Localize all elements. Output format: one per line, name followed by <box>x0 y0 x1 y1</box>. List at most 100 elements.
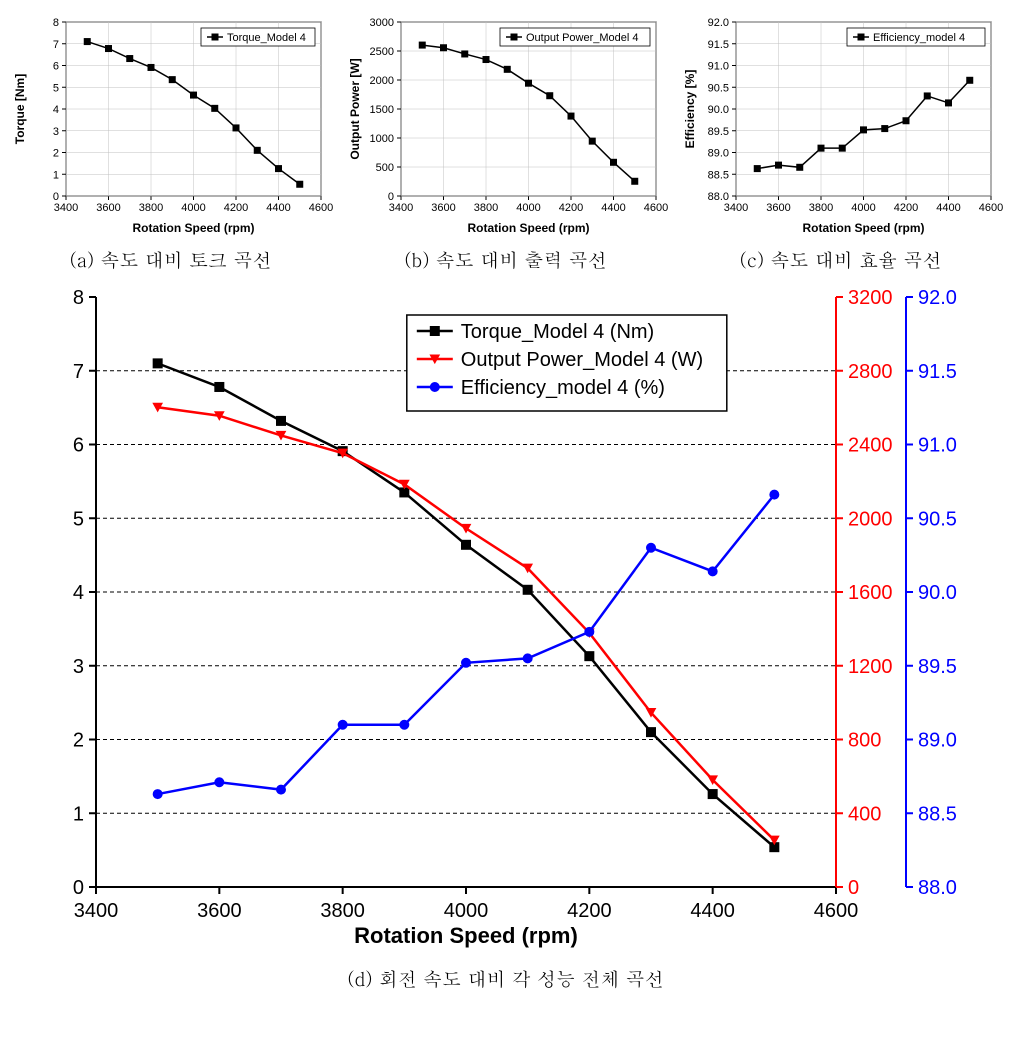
svg-text:3600: 3600 <box>96 202 120 214</box>
svg-text:4000: 4000 <box>516 202 540 214</box>
svg-text:2800: 2800 <box>848 361 893 383</box>
svg-text:90.5: 90.5 <box>708 82 729 94</box>
svg-text:4200: 4200 <box>224 202 248 214</box>
caption-d: (d) 회전 속도 대비 각 성능 전체 곡선 <box>26 965 986 992</box>
svg-text:400: 400 <box>848 803 881 825</box>
svg-text:Output Power [W]: Output Power [W] <box>348 58 362 159</box>
svg-text:2500: 2500 <box>370 46 394 58</box>
svg-text:Torque_Model 4 (Nm): Torque_Model 4 (Nm) <box>460 321 653 343</box>
svg-text:Rotation Speed (rpm): Rotation Speed (rpm) <box>468 221 590 235</box>
svg-text:88.5: 88.5 <box>918 803 957 825</box>
svg-text:89.5: 89.5 <box>708 126 729 138</box>
svg-text:6: 6 <box>53 61 59 73</box>
svg-text:4400: 4400 <box>936 202 960 214</box>
svg-text:3: 3 <box>53 126 59 138</box>
chart-b-container: 3400360038004000420044004600050010001500… <box>343 8 668 277</box>
svg-text:0: 0 <box>388 191 394 203</box>
svg-text:Rotation Speed (rpm): Rotation Speed (rpm) <box>354 923 578 948</box>
svg-text:1200: 1200 <box>848 656 893 678</box>
svg-text:Output Power_Model 4 (W): Output Power_Model 4 (W) <box>460 349 702 371</box>
svg-text:1000: 1000 <box>370 133 394 145</box>
svg-text:4000: 4000 <box>443 900 488 922</box>
svg-text:92.0: 92.0 <box>708 17 729 29</box>
svg-text:4200: 4200 <box>567 900 612 922</box>
svg-text:89.0: 89.0 <box>918 730 957 752</box>
svg-text:4600: 4600 <box>979 202 1003 214</box>
svg-text:92.0: 92.0 <box>918 287 957 309</box>
caption-c: (c) 속도 대비 효율 곡선 <box>678 246 1003 273</box>
svg-text:3000: 3000 <box>370 17 394 29</box>
svg-text:Efficiency_model 4 (%): Efficiency_model 4 (%) <box>460 377 664 399</box>
svg-text:3: 3 <box>72 656 83 678</box>
svg-text:88.0: 88.0 <box>708 191 729 203</box>
svg-text:4: 4 <box>53 104 59 116</box>
svg-text:91.0: 91.0 <box>708 61 729 73</box>
chart-c-container: 3400 3600 3800 4000 4200 4400 4600 88.0 88.5 89.0… <box>678 8 1003 277</box>
svg-text:Efficiency [%]: Efficiency [%] <box>683 70 697 149</box>
svg-text:2: 2 <box>53 148 59 160</box>
svg-text:91.5: 91.5 <box>708 39 729 51</box>
svg-text:Torque_Model 4: Torque_Model 4 <box>227 32 306 44</box>
svg-text:500: 500 <box>376 162 394 174</box>
svg-text:Output Power_Model 4: Output Power_Model 4 <box>526 32 639 44</box>
chart-d-container: 3400360038004000420044004600012345678040… <box>26 277 986 992</box>
svg-text:6: 6 <box>72 435 83 457</box>
svg-text:88.0: 88.0 <box>918 877 957 899</box>
svg-text:3800: 3800 <box>139 202 163 214</box>
svg-text:3400: 3400 <box>73 900 118 922</box>
svg-text:3800: 3800 <box>809 202 833 214</box>
svg-text:3600: 3600 <box>431 202 455 214</box>
svg-text:2000: 2000 <box>370 75 394 87</box>
svg-text:91.5: 91.5 <box>918 361 957 383</box>
svg-text:89.5: 89.5 <box>918 656 957 678</box>
svg-text:3400: 3400 <box>54 202 78 214</box>
svg-text:Efficiency_model 4: Efficiency_model 4 <box>873 32 965 44</box>
svg-text:4400: 4400 <box>266 202 290 214</box>
svg-text:8: 8 <box>53 17 59 29</box>
svg-text:4200: 4200 <box>559 202 583 214</box>
svg-text:7: 7 <box>72 361 83 383</box>
svg-text:4: 4 <box>72 582 83 604</box>
svg-text:2400: 2400 <box>848 435 893 457</box>
svg-text:0: 0 <box>72 877 83 899</box>
svg-text:0: 0 <box>848 877 859 899</box>
svg-text:90.5: 90.5 <box>918 508 957 530</box>
svg-text:4000: 4000 <box>181 202 205 214</box>
svg-text:Rotation Speed (rpm): Rotation Speed (rpm) <box>133 221 255 235</box>
svg-text:3800: 3800 <box>320 900 365 922</box>
svg-text:3600: 3600 <box>766 202 790 214</box>
svg-text:0: 0 <box>53 191 59 203</box>
svg-text:4400: 4400 <box>690 900 735 922</box>
svg-text:88.5: 88.5 <box>708 169 729 181</box>
svg-text:3400: 3400 <box>724 202 748 214</box>
svg-text:3600: 3600 <box>197 900 242 922</box>
svg-text:90.0: 90.0 <box>708 104 729 116</box>
svg-text:91.0: 91.0 <box>918 435 957 457</box>
svg-text:5: 5 <box>72 508 83 530</box>
svg-text:4600: 4600 <box>813 900 858 922</box>
svg-text:8: 8 <box>72 287 83 309</box>
svg-text:3400: 3400 <box>389 202 413 214</box>
svg-text:90.0: 90.0 <box>918 582 957 604</box>
svg-text:4400: 4400 <box>601 202 625 214</box>
svg-text:7: 7 <box>53 39 59 51</box>
caption-b: (b) 속도 대비 출력 곡선 <box>343 246 668 273</box>
small-charts-row: 3400360038004000420044004600012345678Rot… <box>8 8 1003 277</box>
svg-text:4200: 4200 <box>894 202 918 214</box>
svg-text:800: 800 <box>848 730 881 752</box>
svg-text:2000: 2000 <box>848 508 893 530</box>
svg-text:1: 1 <box>72 803 83 825</box>
svg-text:4600: 4600 <box>309 202 333 214</box>
svg-text:89.0: 89.0 <box>708 148 729 160</box>
svg-text:1600: 1600 <box>848 582 893 604</box>
svg-text:Rotation Speed (rpm): Rotation Speed (rpm) <box>803 221 925 235</box>
svg-text:1: 1 <box>53 169 59 181</box>
chart-c: 3400 3600 3800 4000 4200 4400 4600 88.0 88.5 89.0… <box>678 8 1003 238</box>
svg-text:4000: 4000 <box>851 202 875 214</box>
chart-a: 3400360038004000420044004600012345678Rot… <box>8 8 333 238</box>
caption-a: (a) 속도 대비 토크 곡선 <box>8 246 333 273</box>
svg-text:3800: 3800 <box>474 202 498 214</box>
svg-text:3200: 3200 <box>848 287 893 309</box>
svg-text:1500: 1500 <box>370 104 394 116</box>
chart-d: 3400360038004000420044004600012345678040… <box>26 277 986 957</box>
